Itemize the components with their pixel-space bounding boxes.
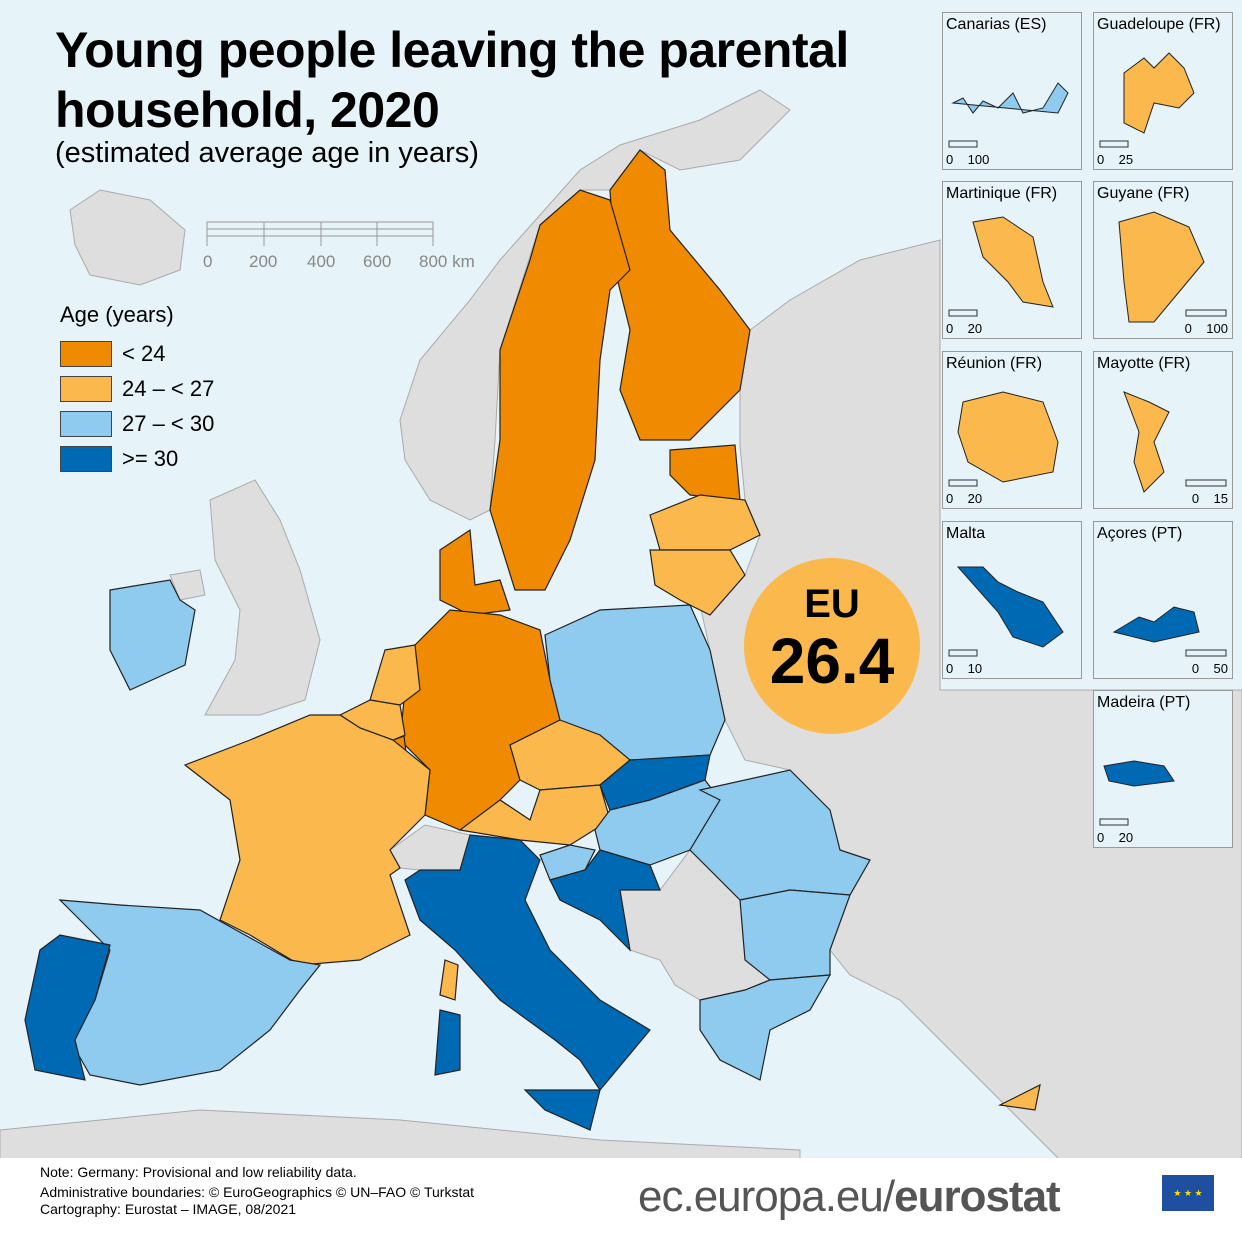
country-hr	[549, 849, 661, 952]
footer: Note: Germany: Provisional and low relia…	[0, 1158, 1242, 1241]
legend-item: < 24	[60, 336, 214, 371]
land-uk	[204, 479, 321, 716]
inset-shape	[1099, 760, 1175, 826]
country-si	[539, 844, 596, 881]
country-el	[699, 974, 832, 1081]
legend-swatch	[60, 410, 112, 437]
legend: Age (years) < 24 24 – < 27 27 – < 30 >= …	[60, 302, 214, 476]
country-it-sar	[434, 1009, 461, 1076]
inset-scale-label: 0 20	[946, 321, 983, 336]
country-ie	[109, 579, 196, 691]
inset-scale-label: 0 20	[1097, 830, 1134, 845]
country-ee	[669, 444, 741, 501]
legend-item: 24 – < 27	[60, 371, 214, 406]
scale-label: 600	[363, 252, 392, 271]
inset-title: Réunion (FR)	[946, 355, 1043, 372]
inset-scale-label: 0 100	[946, 152, 990, 167]
inset-scale-label: 0 100	[1184, 321, 1228, 336]
map-title: Young people leaving the parental househ…	[55, 22, 849, 138]
inset-title: Martinique (FR)	[946, 185, 1058, 202]
legend-label: < 24	[122, 340, 166, 366]
legend-label: 27 – < 30	[122, 410, 215, 436]
inset-shape	[948, 391, 1059, 487]
scale-label: 400	[307, 252, 336, 271]
footer-boundaries: Administrative boundaries: © EuroGeograp…	[40, 1184, 475, 1200]
legend-title: Age (years)	[60, 302, 174, 327]
country-fi	[609, 149, 751, 441]
scale-label: 200	[249, 252, 278, 271]
inset-shape	[1118, 211, 1227, 323]
inset-map: Malta 0 10	[942, 521, 1082, 679]
land-iceland	[69, 189, 186, 286]
inset-shape	[948, 216, 1054, 317]
legend-label: >= 30	[122, 445, 179, 471]
scale-label: 0	[203, 252, 213, 271]
legend-item: 27 – < 30	[60, 406, 214, 441]
inset-scale-label: 0 15	[1191, 491, 1228, 506]
legend-item: >= 30	[60, 441, 214, 476]
land-norway	[399, 89, 791, 521]
country-dk	[439, 528, 511, 616]
country-cy	[998, 1083, 1041, 1111]
inset-map: Açores (PT) 0 50	[1093, 521, 1233, 679]
eu-average-badge: EU 26.4	[744, 558, 920, 734]
map-subtitle: (estimated average age in years)	[55, 137, 479, 169]
legend-label: 24 – < 27	[122, 375, 215, 401]
country-fr	[183, 714, 431, 966]
land-northern-ireland	[169, 569, 206, 601]
country-bg	[739, 889, 851, 981]
inset-title: Guadeloupe (FR)	[1097, 16, 1221, 33]
inset-title: Malta	[946, 525, 986, 542]
eu-flag-icon: ★ ★ ★	[1162, 1175, 1214, 1211]
inset-map: Guyane (FR) 0 100	[1093, 181, 1233, 339]
inset-map: Canarias (ES) 0 100	[942, 12, 1082, 170]
inset-scale-label: 0 25	[1097, 152, 1134, 167]
inset-title: Açores (PT)	[1097, 525, 1183, 542]
inset-scale-label: 0 50	[1191, 661, 1228, 676]
inset-map: Martinique (FR) 0 20	[942, 181, 1082, 339]
inset-map: Guadeloupe (FR) 0 25	[1093, 12, 1233, 170]
country-lv	[649, 494, 761, 551]
inset-shape	[948, 82, 1069, 148]
brand-prefix: ec.europa.eu/	[638, 1172, 895, 1221]
country-nl	[369, 644, 421, 706]
inset-title: Mayotte (FR)	[1097, 355, 1191, 372]
land-north-africa	[0, 1109, 801, 1161]
country-it-sic	[523, 1089, 601, 1131]
brand-bold: eurostat	[894, 1172, 1061, 1221]
inset-shape	[1099, 52, 1195, 148]
country-de	[399, 609, 561, 831]
inset-map: Réunion (FR) 0 20	[942, 351, 1082, 509]
inset-scale-label: 0 20	[946, 491, 983, 506]
eu-value: 26.4	[769, 625, 895, 697]
country-se	[489, 189, 631, 591]
legend-swatch	[60, 445, 112, 472]
inset-map: Mayotte (FR) 0 15	[1093, 351, 1233, 509]
scale-label: 800 km	[419, 252, 475, 271]
footer-note: Note: Germany: Provisional and low relia…	[40, 1164, 357, 1180]
country-lt	[649, 549, 746, 616]
eurostat-link[interactable]: ec.europa.eu/eurostat	[638, 1172, 1061, 1222]
inset-shape	[1123, 391, 1227, 493]
inset-title: Madeira (PT)	[1097, 694, 1191, 711]
eu-label: EU	[804, 582, 860, 626]
inset-shape	[948, 566, 1064, 657]
europe-map	[0, 89, 1242, 1161]
inset-title: Canarias (ES)	[946, 16, 1047, 33]
legend-swatch	[60, 340, 112, 367]
country-it	[404, 834, 651, 1092]
footer-cartography: Cartography: Eurostat – IMAGE, 08/2021	[40, 1201, 297, 1217]
country-pt	[24, 934, 111, 1081]
inset-shape	[1112, 606, 1227, 657]
legend-swatch	[60, 375, 112, 402]
inset-scale-label: 0 10	[946, 661, 983, 676]
country-fr-cor	[439, 959, 459, 1001]
inset-map: Madeira (PT) 0 20	[1093, 690, 1233, 848]
scale-bar	[206, 221, 434, 246]
inset-title: Guyane (FR)	[1097, 185, 1190, 202]
